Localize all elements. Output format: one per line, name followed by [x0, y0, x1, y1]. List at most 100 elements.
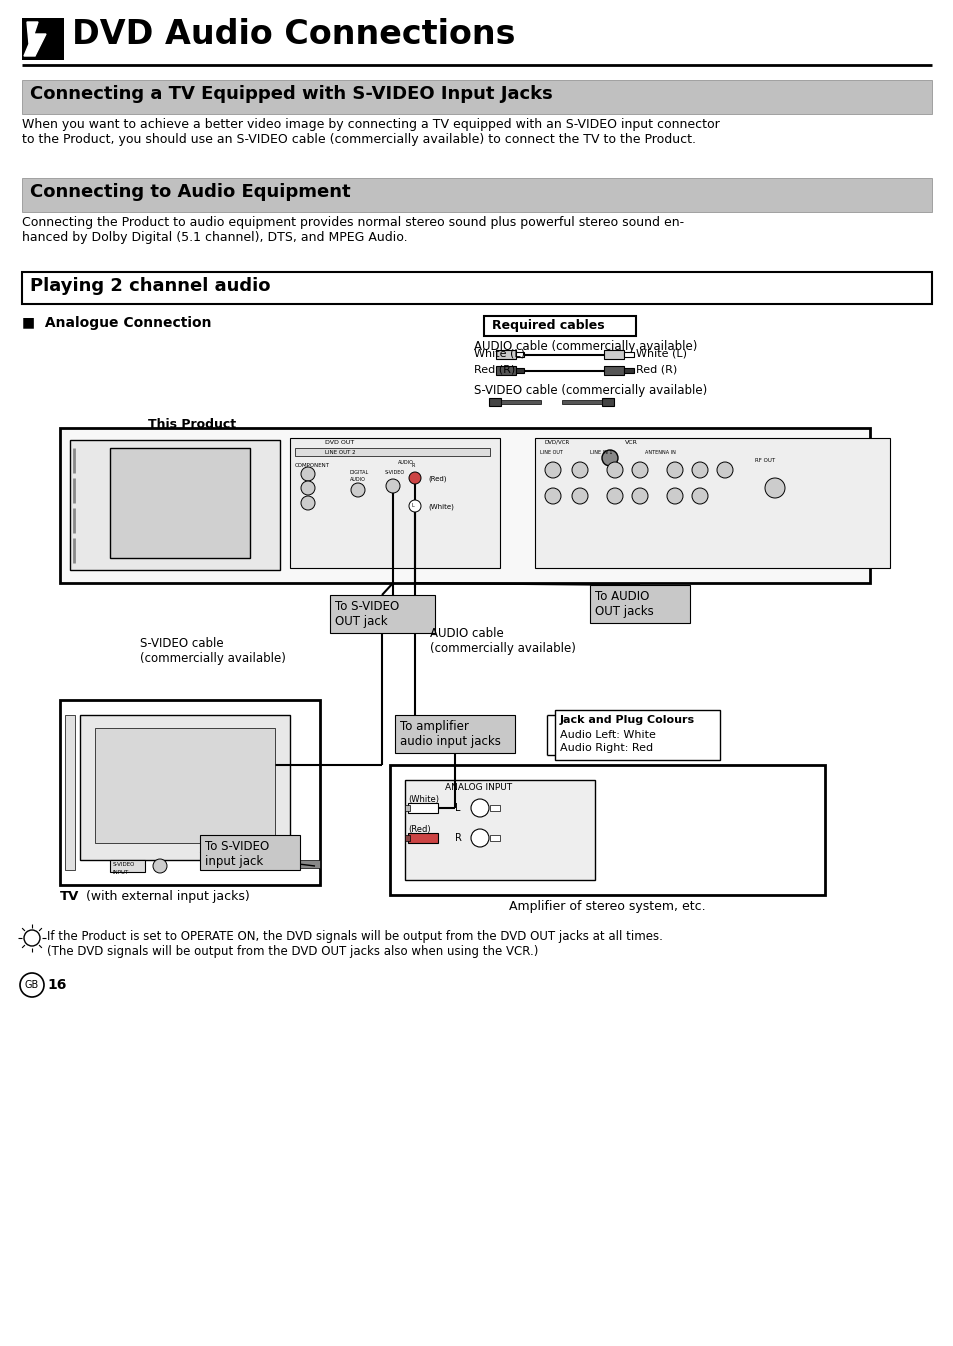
Text: TV: TV: [60, 890, 79, 903]
Bar: [22, 17, 64, 61]
Bar: [408, 804, 437, 813]
Bar: [110, 448, 250, 559]
Text: S-VIDEO cable
(commercially available): S-VIDEO cable (commercially available): [140, 637, 286, 665]
Text: Red (R): Red (R): [474, 365, 515, 376]
Circle shape: [606, 489, 622, 503]
Circle shape: [544, 489, 560, 503]
Text: Playing 2 channel audio: Playing 2 channel audio: [30, 277, 271, 295]
Bar: [483, 316, 636, 336]
Bar: [408, 833, 437, 843]
Circle shape: [666, 462, 682, 478]
Bar: [65, 715, 75, 870]
Bar: [299, 860, 319, 868]
Bar: [489, 398, 500, 406]
Text: (Red): (Red): [428, 475, 446, 482]
Bar: [603, 366, 623, 376]
Text: When you want to achieve a better video image by connecting a TV equipped with a: When you want to achieve a better video …: [22, 118, 719, 145]
Circle shape: [631, 489, 647, 503]
Text: GB: GB: [25, 980, 39, 991]
Bar: [395, 715, 515, 752]
Bar: [22, 178, 931, 213]
Circle shape: [631, 462, 647, 478]
Bar: [405, 835, 410, 841]
Bar: [110, 860, 145, 872]
Bar: [22, 79, 931, 114]
Bar: [290, 437, 499, 568]
Text: (White): (White): [408, 795, 438, 804]
Bar: [555, 709, 720, 760]
Circle shape: [409, 499, 420, 511]
Circle shape: [386, 479, 399, 493]
Text: To S-VIDEO
OUT jack: To S-VIDEO OUT jack: [335, 600, 399, 629]
Bar: [589, 586, 689, 623]
Circle shape: [301, 495, 314, 510]
Bar: [330, 595, 435, 633]
Bar: [561, 400, 601, 404]
Circle shape: [691, 462, 707, 478]
Circle shape: [24, 930, 40, 946]
Text: White (L): White (L): [636, 349, 686, 359]
Text: L: L: [455, 804, 460, 813]
Bar: [95, 728, 274, 843]
Bar: [535, 437, 889, 568]
Text: Audio Left: White: Audio Left: White: [559, 730, 655, 740]
Text: R: R: [412, 463, 415, 468]
Circle shape: [691, 489, 707, 503]
Circle shape: [601, 450, 618, 466]
Text: Connecting a TV Equipped with S-VIDEO Input Jacks: Connecting a TV Equipped with S-VIDEO In…: [30, 85, 552, 104]
Text: Connecting the Product to audio equipment provides normal stereo sound plus powe: Connecting the Product to audio equipmen…: [22, 215, 683, 244]
Text: ANALOG INPUT: ANALOG INPUT: [444, 783, 512, 791]
Bar: [80, 715, 290, 860]
Circle shape: [152, 859, 167, 874]
Text: DIGITAL: DIGITAL: [350, 470, 369, 475]
Circle shape: [572, 489, 587, 503]
Text: Red (R): Red (R): [636, 365, 677, 376]
Bar: [60, 700, 319, 886]
Text: LINE OUT 2: LINE OUT 2: [324, 450, 355, 455]
Circle shape: [544, 462, 560, 478]
Text: Jack and Plug Colours: Jack and Plug Colours: [559, 715, 695, 725]
Text: (White): (White): [428, 503, 454, 510]
Circle shape: [301, 467, 314, 481]
Text: If the Product is set to OPERATE ON, the DVD signals will be output from the DVD: If the Product is set to OPERATE ON, the…: [47, 930, 662, 958]
Bar: [294, 448, 490, 456]
Text: Amplifier of stereo system, etc.: Amplifier of stereo system, etc.: [508, 900, 704, 913]
Bar: [516, 367, 523, 373]
Circle shape: [764, 478, 784, 498]
Text: VCR: VCR: [624, 440, 638, 446]
Circle shape: [717, 462, 732, 478]
Bar: [623, 353, 634, 357]
Text: S-VIDEO: S-VIDEO: [385, 470, 405, 475]
Bar: [490, 835, 499, 841]
Bar: [601, 398, 614, 406]
Text: To AUDIO
OUT jacks: To AUDIO OUT jacks: [595, 590, 653, 618]
Text: AUDIO: AUDIO: [397, 460, 414, 464]
Text: This Product: This Product: [148, 419, 236, 431]
Text: AUDIO cable
(commercially available): AUDIO cable (commercially available): [430, 627, 576, 656]
Bar: [405, 779, 595, 880]
Bar: [516, 353, 523, 357]
Circle shape: [20, 973, 44, 997]
Text: INPUT: INPUT: [112, 870, 129, 875]
Text: RF OUT: RF OUT: [754, 458, 774, 463]
Bar: [496, 350, 516, 359]
Text: DVD OUT: DVD OUT: [325, 440, 355, 446]
Bar: [70, 440, 280, 569]
Text: To S-VIDEO
input jack: To S-VIDEO input jack: [205, 840, 269, 868]
Text: 16: 16: [47, 979, 67, 992]
Text: AUDIO cable (commercially available): AUDIO cable (commercially available): [474, 341, 697, 353]
Text: LINE IN 1: LINE IN 1: [589, 450, 612, 455]
Circle shape: [301, 481, 314, 495]
Text: (Red): (Red): [408, 825, 430, 835]
Text: DVD Audio Connections: DVD Audio Connections: [71, 17, 515, 51]
Bar: [500, 400, 540, 404]
Text: Required cables: Required cables: [492, 319, 604, 332]
Text: (with external input jacks): (with external input jacks): [82, 890, 250, 903]
Circle shape: [471, 829, 489, 847]
Bar: [405, 805, 410, 812]
Bar: [496, 366, 516, 376]
Text: To amplifier
audio input jacks: To amplifier audio input jacks: [399, 720, 500, 748]
Text: LINE OUT: LINE OUT: [539, 450, 562, 455]
Text: ■  Analogue Connection: ■ Analogue Connection: [22, 316, 212, 330]
Circle shape: [351, 483, 365, 497]
